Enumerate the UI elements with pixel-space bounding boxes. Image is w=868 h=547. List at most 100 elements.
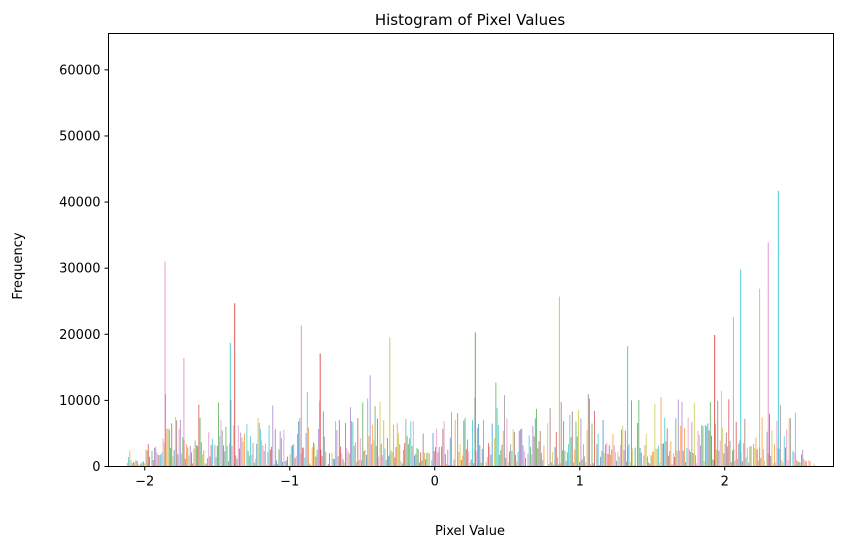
- histogram-bar: [142, 461, 144, 467]
- histogram-bar: [645, 434, 647, 467]
- histogram-bar: [507, 462, 509, 467]
- histogram-bar: [571, 411, 573, 467]
- histogram-bar: [248, 455, 250, 467]
- histogram-bar: [732, 317, 734, 467]
- histogram-bar: [384, 448, 386, 467]
- histogram-bar: [179, 419, 181, 467]
- histogram-bar: [364, 449, 366, 467]
- histogram-bar: [665, 441, 667, 467]
- histogram-bar: [131, 463, 133, 467]
- histogram-bar: [315, 456, 317, 467]
- histogram-bar: [749, 446, 751, 467]
- histogram-bar: [240, 432, 242, 467]
- histogram-bar: [190, 452, 192, 467]
- histogram-bar: [580, 418, 582, 467]
- histogram-bar: [321, 456, 323, 467]
- histogram-bar: [308, 427, 309, 467]
- histogram-bar: [428, 453, 430, 467]
- histogram-bar: [229, 443, 231, 467]
- histogram-bar: [522, 445, 524, 467]
- histogram-bar: [575, 421, 577, 467]
- histogram-bar: [402, 449, 404, 467]
- histogram-bar: [792, 450, 794, 467]
- histogram-bar: [497, 424, 499, 467]
- histogram-bar: [566, 452, 568, 467]
- histogram-bar: [590, 464, 592, 467]
- histogram-bar: [786, 428, 788, 467]
- histogram-bar: [552, 451, 554, 467]
- histogram-bar: [505, 457, 507, 467]
- y-tick-label: 10000: [59, 394, 100, 409]
- histogram-bar: [380, 443, 382, 467]
- histogram-bar: [147, 444, 149, 467]
- histogram-bar: [596, 444, 598, 467]
- histogram-bar: [241, 437, 243, 467]
- histogram-bar: [410, 421, 412, 467]
- histogram-bar: [550, 462, 552, 467]
- histogram-bar: [506, 418, 508, 467]
- histogram-bar: [405, 418, 407, 467]
- histogram-bar: [415, 453, 417, 467]
- histogram-bar: [214, 444, 216, 467]
- histogram-bar: [738, 443, 740, 467]
- histogram-bar: [443, 421, 445, 467]
- histogram-bar: [732, 450, 733, 467]
- histogram-bar: [152, 460, 154, 467]
- histogram-bar: [669, 451, 671, 467]
- histogram-bar: [553, 464, 555, 467]
- histogram-bar: [182, 437, 184, 467]
- histogram-bar: [633, 465, 635, 467]
- histogram-bar: [512, 429, 514, 467]
- histogram-bar: [356, 461, 358, 467]
- histogram-bar: [163, 443, 165, 467]
- histogram-bar: [494, 437, 496, 467]
- histogram-bar: [396, 423, 398, 467]
- histogram-bar: [314, 444, 316, 467]
- histogram-bar: [346, 447, 348, 467]
- histogram-bar: [369, 375, 371, 467]
- histogram-bar: [769, 413, 770, 467]
- histogram-bar: [296, 433, 298, 467]
- histogram-bar: [164, 261, 166, 467]
- histogram-bar: [274, 429, 276, 467]
- histogram-bar: [205, 463, 207, 467]
- histogram-bar: [465, 449, 467, 467]
- histogram-bar: [128, 457, 130, 467]
- histogram-bar: [285, 460, 287, 467]
- histogram-bar: [395, 447, 397, 467]
- histogram-bar: [531, 454, 533, 467]
- histogram-bar: [654, 403, 656, 467]
- histogram-bar: [260, 428, 261, 467]
- histogram-bar: [729, 440, 731, 467]
- histogram-bar: [598, 464, 600, 467]
- histogram-bar: [133, 461, 134, 467]
- histogram-bar: [253, 462, 255, 467]
- histogram-bar: [378, 456, 380, 467]
- histogram-bar: [574, 449, 576, 467]
- histogram-bar: [679, 450, 680, 467]
- histogram-bar: [329, 453, 330, 467]
- histogram-bar: [149, 456, 150, 467]
- histogram-bar: [696, 463, 698, 467]
- histogram-bar: [485, 462, 487, 467]
- histogram-bar: [637, 423, 639, 467]
- histogram-bar: [438, 447, 440, 467]
- histogram-bar: [745, 457, 747, 467]
- histogram-bar: [624, 430, 626, 467]
- histogram-bar: [462, 455, 464, 467]
- histogram-bar: [704, 425, 706, 467]
- histogram-bar: [782, 462, 784, 467]
- histogram-bar: [247, 451, 249, 467]
- histogram-bar: [237, 425, 239, 467]
- histogram-bar: [226, 445, 228, 467]
- histogram-bar: [587, 394, 589, 467]
- histogram-bar: [229, 342, 231, 467]
- histogram-bar: [754, 447, 756, 467]
- histogram-bar: [542, 459, 544, 467]
- histogram-bar: [436, 428, 438, 467]
- histogram-bar: [377, 418, 378, 467]
- histogram-bar: [491, 423, 493, 467]
- histogram-bar: [728, 399, 730, 467]
- histogram-bar: [332, 458, 334, 467]
